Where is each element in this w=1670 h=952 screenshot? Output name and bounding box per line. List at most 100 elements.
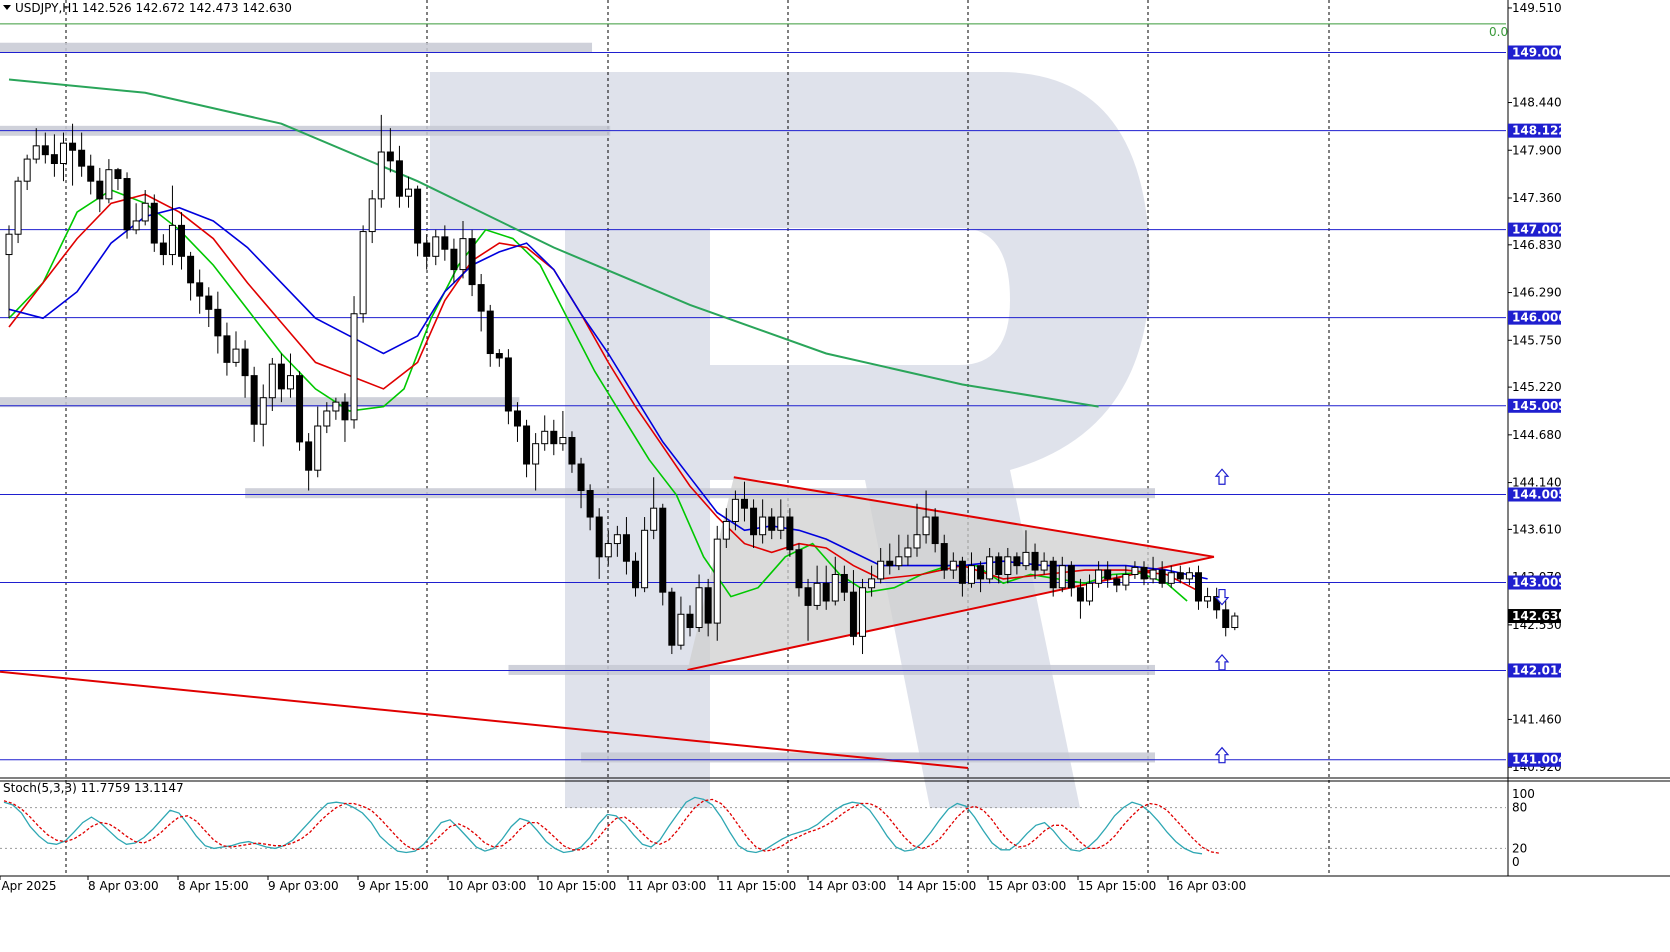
- time-tick-label: 14 Apr 03:00: [808, 879, 886, 893]
- price-tick-label: 144.140: [1512, 476, 1562, 490]
- candle-body: [323, 410, 331, 427]
- candle-body: [604, 543, 612, 558]
- candle-body: [205, 295, 213, 310]
- candle-body: [477, 284, 485, 312]
- candle-body: [386, 151, 394, 162]
- grid: [65, 0, 1330, 876]
- arrow-up-icon: [1214, 653, 1230, 671]
- candle-body: [958, 560, 966, 584]
- candle-body: [659, 507, 667, 593]
- arrow-up-icon: [1214, 468, 1230, 485]
- candle-body: [868, 578, 876, 589]
- candle-body: [877, 560, 885, 580]
- candle-body: [886, 560, 894, 567]
- level-lines: [0, 51, 1506, 761]
- price-tick-label: 147.900: [1512, 143, 1562, 157]
- support-zone: [245, 488, 1155, 499]
- candle-body: [1049, 560, 1057, 589]
- level-tag-bg: [1508, 310, 1561, 325]
- candle-body: [840, 573, 848, 593]
- level-tag-bg: [1508, 752, 1561, 767]
- current-price-tag-bg: [1508, 609, 1561, 624]
- chevron-down-icon[interactable]: [3, 5, 11, 10]
- stochastic-panel: [0, 777, 1670, 855]
- candle-body: [168, 224, 176, 256]
- time-tick-label: 14 Apr 15:00: [898, 879, 976, 893]
- ma-line-long: [8, 78, 1099, 408]
- level-tag-bg: [1508, 398, 1561, 413]
- level-tag-bg: [1508, 123, 1561, 138]
- candle-body: [1122, 573, 1130, 586]
- candle-body: [105, 169, 113, 200]
- candle-body: [314, 425, 322, 471]
- candle-body: [87, 165, 95, 182]
- level-tag-bg: [1508, 575, 1561, 590]
- candle-body: [977, 565, 985, 580]
- candle-body: [141, 202, 149, 222]
- level-tag-label: 146.006: [1512, 311, 1567, 325]
- candle-body: [967, 565, 975, 584]
- candle-body: [296, 375, 304, 443]
- candle-body: [414, 188, 422, 244]
- candle-body: [949, 560, 957, 571]
- candle-body: [568, 436, 576, 465]
- arrow-down-icon: [1214, 588, 1230, 606]
- candle-body: [731, 498, 739, 522]
- candle-body: [196, 282, 204, 297]
- time-tick-label: 10 Apr 03:00: [448, 879, 526, 893]
- candle-body: [123, 178, 131, 231]
- candle-body: [359, 231, 367, 315]
- candle-body: [441, 236, 449, 250]
- candle-body: [550, 430, 558, 445]
- level-tag-label: 141.004: [1512, 753, 1567, 767]
- candle-body: [114, 169, 122, 180]
- candle-body: [59, 142, 67, 165]
- candle-body: [777, 516, 785, 531]
- candle-body: [214, 308, 222, 337]
- candle-body: [495, 353, 503, 359]
- candle-body: [695, 587, 703, 629]
- candle-body: [740, 498, 748, 509]
- candle-body: [450, 248, 458, 271]
- candle-body: [23, 158, 31, 182]
- candle-body: [1213, 596, 1221, 611]
- stoch-header: Stoch(5,3,3) 11.7759 13.1147: [3, 781, 184, 795]
- candle-body: [1131, 566, 1139, 575]
- candle-body: [532, 443, 540, 465]
- candle-body: [523, 425, 531, 465]
- support-zone: [508, 664, 1156, 675]
- price-tick-label: 148.440: [1512, 96, 1562, 110]
- candle-body: [150, 202, 158, 244]
- candle-body: [1031, 551, 1039, 571]
- candle-body: [931, 516, 939, 545]
- level-tag-label: 149.006: [1512, 45, 1567, 59]
- candle-body: [995, 556, 1003, 575]
- candle-body: [1040, 560, 1048, 571]
- candle-body: [622, 534, 630, 562]
- candle-body: [1104, 569, 1112, 580]
- candle-body: [768, 516, 776, 531]
- candle-body: [1204, 596, 1212, 602]
- candle-body: [641, 529, 649, 589]
- stoch-line-main: [3, 796, 1203, 855]
- time-tick-label: 8 Apr 03:00: [88, 879, 159, 893]
- price-tick-label: 141.460: [1512, 712, 1562, 726]
- candle-body: [913, 534, 921, 549]
- candle-body: [541, 430, 549, 445]
- symbol-label: USDJPY,H1: [15, 1, 79, 15]
- candle-body: [786, 516, 794, 551]
- candle-body: [1004, 556, 1012, 575]
- stoch-tick-label: 100: [1512, 787, 1535, 801]
- candle-body: [922, 516, 930, 536]
- candle-body: [1013, 556, 1021, 567]
- watermark-shape: [430, 72, 1150, 808]
- candle-body: [831, 573, 839, 602]
- candle-body: [1058, 565, 1066, 589]
- time-tick-label: 8 Apr 15:00: [178, 879, 249, 893]
- candle-body: [1149, 569, 1157, 580]
- triangle-upper-line: [733, 476, 1215, 558]
- candle-body: [677, 613, 685, 646]
- candle-body: [895, 556, 903, 567]
- candle-body: [268, 363, 276, 399]
